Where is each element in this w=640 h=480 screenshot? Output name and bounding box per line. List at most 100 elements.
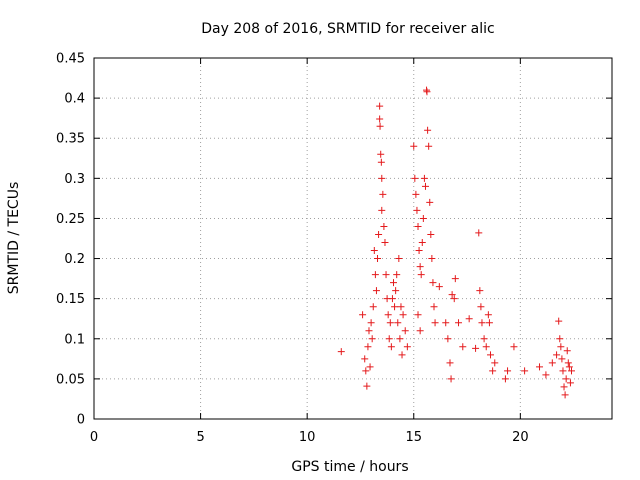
data-point [370,247,378,255]
data-point [416,327,424,335]
data-point [361,355,369,363]
grid-lines [94,58,612,419]
data-point [392,287,400,295]
data-point [559,367,567,375]
data-point [411,174,419,182]
y-tick-label: 0.1 [64,332,85,347]
data-point [429,279,437,287]
data-point [387,343,395,351]
data-point [459,343,467,351]
data-point [376,102,384,110]
data-point [557,343,565,351]
data-point [365,327,373,335]
data-point [403,343,411,351]
data-point [378,206,386,214]
data-point [430,303,438,311]
data-point [372,287,380,295]
data-point [396,335,404,343]
data-point [371,271,379,279]
data-point [465,315,473,323]
data-point [413,206,421,214]
data-point [426,198,434,206]
data-point [386,319,394,327]
data-point [390,279,398,287]
data-point [553,351,561,359]
data-point [450,295,458,303]
data-point [447,375,455,383]
data-point [448,291,456,299]
data-point [359,311,367,319]
data-point [431,319,439,327]
x-tick-label: 15 [405,430,422,445]
data-point [567,367,575,375]
data-point [486,351,494,359]
y-tick-label: 0.3 [64,172,85,187]
data-point [378,174,386,182]
y-tick-label: 0.25 [56,212,85,227]
data-point [491,359,499,367]
data-point [374,255,382,263]
data-point [475,229,483,237]
data-point [366,363,374,371]
data-point [410,142,418,150]
data-point [472,344,480,352]
data-point [368,335,376,343]
y-tick-label: 0.15 [56,292,85,307]
data-point [485,319,493,327]
data-point [414,311,422,319]
data-point [565,363,573,371]
data-point [399,311,407,319]
plot-frame [93,57,613,420]
data-point [427,230,435,238]
data-point [384,311,392,319]
data-point [542,371,550,379]
data-point [379,190,387,198]
data-point [362,367,370,375]
data-point [414,222,422,230]
data-point [419,214,427,222]
data-point [446,359,454,367]
data-point [451,275,459,283]
data-point [425,142,433,150]
data-point [337,348,345,356]
data-point [480,335,488,343]
data-point [476,287,484,295]
data-point [395,255,403,263]
data-point [564,359,572,367]
data-point [442,319,450,327]
y-tick-label: 0.35 [56,132,85,147]
data-point [455,319,463,327]
data-point [482,343,490,351]
data-point [562,375,570,383]
axis-ticks: 0 0.05 0.1 0.15 0.2 0.25 0.3 0.35 0.4 0.45 0 5 10 15 2… [56,52,612,445]
data-point [375,230,383,238]
data-point [477,303,485,311]
data-point [510,343,518,351]
data-point [558,355,566,363]
chart-title: Day 208 of 2016, SRMTID for receiver ali… [201,21,494,37]
data-point [563,347,571,355]
x-tick-label: 0 [90,430,98,445]
data-point [423,88,431,96]
data-point [416,263,424,271]
data-point [536,363,544,371]
data-point [391,303,399,311]
data-point [501,375,509,383]
y-axis-label: SRMTID / TECUs [6,182,22,295]
data-point [380,222,388,230]
data-point [435,283,443,291]
data-point [566,379,574,387]
y-tick-label: 0.05 [56,372,85,387]
data-point [417,271,425,279]
y-tick-label: 0.2 [64,252,85,267]
data-point [394,319,402,327]
data-point [376,122,384,130]
data-point [415,247,423,255]
data-point [521,367,529,375]
x-tick-label: 5 [196,430,204,445]
data-point [388,295,396,303]
x-tick-label: 20 [512,430,529,445]
data-point [424,126,432,134]
data-point [364,343,372,351]
